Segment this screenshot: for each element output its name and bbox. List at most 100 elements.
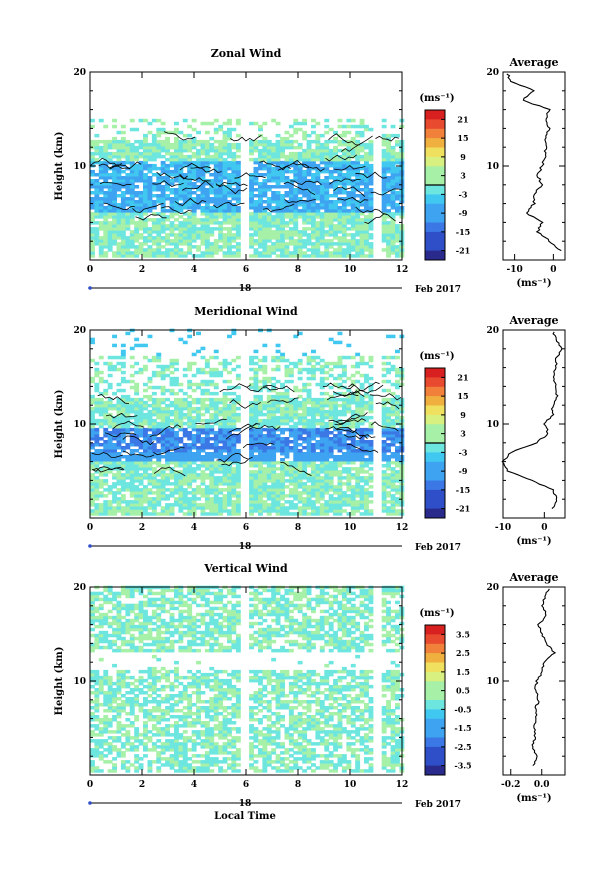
heatmap-cell <box>262 242 268 246</box>
heatmap-cell <box>196 197 201 201</box>
heatmap-cell <box>222 467 228 471</box>
heatmap-cell <box>222 176 228 180</box>
heatmap-cell <box>359 470 365 474</box>
heatmap-cell <box>297 473 303 477</box>
heatmap-cell <box>191 409 197 414</box>
heatmap-cell <box>103 176 109 180</box>
heatmap-cell <box>94 179 100 183</box>
heatmap-cell <box>275 215 281 219</box>
heatmap-cell <box>368 127 374 132</box>
heatmap-cell <box>160 427 166 432</box>
heatmap-cell <box>125 166 131 171</box>
heatmap-cell <box>191 461 197 465</box>
heatmap-cell <box>235 464 241 468</box>
heatmap-cell <box>284 215 290 219</box>
heatmap-cell <box>204 206 210 210</box>
heatmap-cell <box>231 491 237 495</box>
heatmap-cell <box>120 151 126 156</box>
heatmap-cell <box>297 173 303 177</box>
heatmap-cell <box>249 194 254 198</box>
heatmap-cell <box>258 497 263 501</box>
heatmap-cell <box>151 418 157 423</box>
heatmap-cell <box>235 427 241 432</box>
heatmap-cell <box>107 485 113 489</box>
heatmap-cell <box>262 403 268 408</box>
heatmap-cell <box>390 176 396 180</box>
heatmap-cell <box>151 242 157 246</box>
heatmap-cell <box>120 509 126 513</box>
heatmap-cell <box>306 488 312 492</box>
mean-profile-line <box>506 73 562 252</box>
heatmap-cell <box>227 248 232 252</box>
heatmap-cell <box>381 458 387 462</box>
heatmap-cell <box>120 139 126 144</box>
heatmap-cell <box>288 449 294 453</box>
heatmap-cell <box>222 185 228 189</box>
heatmap-cell <box>107 245 113 249</box>
heatmap-cell <box>174 470 179 474</box>
heatmap-cell <box>169 491 175 495</box>
heatmap-cell <box>187 364 193 369</box>
heatmap-cell <box>337 245 343 249</box>
heatmap-cell <box>253 443 259 447</box>
heatmap-cell <box>275 218 281 222</box>
heatmap-cell <box>218 470 224 474</box>
heatmap-cell <box>297 233 303 237</box>
heatmap-cell <box>231 424 237 429</box>
colorbar-swatch <box>425 147 445 158</box>
heatmap-cell <box>266 200 272 204</box>
heatmap-cell <box>213 148 219 153</box>
heatmap-cell <box>222 209 228 213</box>
heatmap-cell <box>293 482 299 486</box>
heatmap-cell <box>209 485 215 489</box>
heatmap-cell <box>191 494 197 498</box>
heatmap-cell <box>381 227 387 231</box>
heatmap-cell <box>125 403 131 408</box>
heatmap-cell <box>213 176 219 180</box>
heatmap-cell <box>306 400 312 405</box>
heatmap-cell <box>390 182 396 186</box>
heatmap-cell <box>120 130 126 135</box>
heatmap-cell <box>187 160 193 165</box>
heatmap-cell <box>165 236 170 240</box>
heatmap-cell <box>147 449 153 453</box>
heatmap-cell <box>213 512 219 516</box>
heatmap-cell <box>337 254 343 258</box>
heatmap-cell <box>262 209 268 213</box>
heatmap-cell <box>258 418 263 423</box>
heatmap-cell <box>98 379 104 384</box>
heatmap-cell <box>200 142 206 147</box>
heatmap-cell <box>129 142 135 147</box>
heatmap-cell <box>191 506 197 510</box>
heatmap-cell <box>333 406 338 411</box>
heatmap-cell <box>337 382 343 387</box>
heatmap-cell <box>324 233 330 237</box>
heatmap-cell <box>204 364 210 369</box>
heatmap-cell <box>271 488 277 492</box>
heatmap-cell <box>364 254 369 258</box>
heatmap-cell <box>355 185 361 189</box>
heatmap-cell <box>147 236 153 240</box>
heatmap-cell <box>200 157 206 162</box>
heatmap-cell <box>235 476 241 480</box>
heatmap-cell <box>151 118 157 123</box>
heatmap-cell <box>174 461 179 465</box>
heatmap-cell <box>311 236 316 240</box>
heatmap-cell <box>218 406 224 411</box>
heatmap-cell <box>359 512 365 516</box>
heatmap-cell <box>200 121 206 126</box>
heatmap-cell <box>249 233 254 237</box>
heatmap-cell <box>319 364 325 369</box>
heatmap-cell <box>341 403 347 408</box>
heatmap-cell <box>280 173 285 177</box>
heatmap-cell <box>191 421 197 426</box>
heatmap-cell <box>218 215 224 219</box>
heatmap-cell <box>253 160 259 165</box>
heatmap-cell <box>187 443 193 447</box>
heatmap-cell <box>346 503 352 507</box>
heatmap-cell <box>319 379 325 384</box>
heatmap-cell <box>324 239 330 243</box>
heatmap-cell <box>258 434 263 438</box>
heatmap-cell <box>315 239 321 243</box>
heatmap-cell <box>218 434 224 438</box>
